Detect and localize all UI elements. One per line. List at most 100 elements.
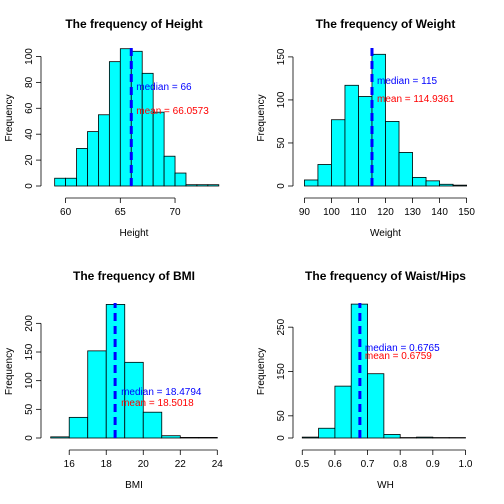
histogram-bar — [142, 411, 163, 439]
histogram-bar — [452, 184, 467, 187]
chart-panel-1: The frequency of Height 0 20 40 60 80 100 60 65 7… — [4, 17, 220, 239]
y-axis-label: Frequency — [256, 348, 267, 395]
histogram-bar — [331, 119, 346, 187]
histogram-bar — [174, 172, 187, 187]
histogram-bar — [108, 61, 121, 187]
y-tick-label: 50 — [276, 137, 287, 149]
y-tick-label: 150 — [24, 343, 35, 360]
histogram-bar — [317, 164, 332, 187]
histogram-bar — [412, 176, 427, 187]
y-tick-label: 60 — [24, 102, 35, 114]
mean-annotation: mean = 66.0573 — [136, 106, 209, 117]
x-tick-label: 140 — [431, 207, 448, 218]
x-tick-label: 150 — [458, 207, 475, 218]
x-tick-label: 110 — [350, 207, 366, 218]
chart-title: The frequency of BMI — [73, 269, 195, 283]
x-tick-label: 90 — [299, 207, 311, 218]
median-annotation: median = 18.4794 — [121, 387, 202, 398]
y-tick-label: 80 — [24, 76, 35, 88]
histogram-bar — [344, 84, 359, 187]
histogram-bar — [207, 184, 220, 187]
chart-title: The frequency of Weight — [316, 17, 456, 31]
x-tick-label: 120 — [377, 207, 394, 218]
x-axis-label: Height — [120, 228, 149, 239]
y-tick-label: 150 — [276, 48, 287, 65]
y-axis-label: Frequency — [256, 94, 267, 141]
histogram-bar — [334, 385, 352, 439]
x-tick-label: 0.8 — [393, 459, 407, 470]
y-tick-label: 250 — [276, 318, 287, 335]
x-tick-label: 130 — [404, 207, 421, 218]
chart-title: The frequency of Waist/Hips — [305, 269, 466, 283]
y-tick-label: 150 — [276, 363, 287, 380]
histogram-bar — [87, 131, 99, 187]
y-tick-label: 0 — [24, 183, 35, 189]
histogram-bar — [76, 148, 88, 187]
y-tick-label: 20 — [24, 154, 35, 166]
histogram-bar — [398, 152, 413, 187]
histogram-bar — [416, 436, 434, 439]
mean-annotation: mean = 114.9361 — [377, 94, 455, 105]
x-tick-label: 1.0 — [459, 459, 473, 470]
histogram-bar — [87, 350, 107, 439]
histogram-bar — [163, 155, 176, 187]
histogram-bar — [439, 183, 454, 187]
x-tick-label: 16 — [64, 459, 76, 470]
histogram-bar — [371, 53, 386, 187]
histogram-bar — [383, 434, 401, 439]
x-tick-label: 0.7 — [361, 459, 375, 470]
histogram-bar — [196, 184, 209, 187]
histogram-bar — [50, 436, 70, 439]
histogram-bar — [65, 177, 77, 187]
y-axis-label: Frequency — [4, 348, 15, 395]
histogram-bar — [152, 111, 165, 187]
histogram-bar — [179, 437, 200, 439]
histogram-bar — [54, 177, 67, 187]
y-tick-label: 40 — [24, 128, 35, 140]
x-tick-label: 0.9 — [426, 459, 440, 470]
y-tick-label: 100 — [276, 91, 287, 108]
y-tick-label: 50 — [24, 403, 35, 415]
y-tick-label: 100 — [24, 48, 35, 65]
median-annotation: median = 115 — [377, 76, 438, 87]
x-tick-label: 60 — [60, 207, 72, 218]
median-annotation: median = 0.6765 — [365, 343, 440, 354]
x-tick-label: 24 — [212, 459, 224, 470]
x-tick-label: 0.5 — [295, 459, 309, 470]
histogram-bar — [124, 361, 144, 439]
x-tick-label: 18 — [101, 459, 113, 470]
histogram-bar — [304, 179, 319, 187]
y-tick-label: 0 — [276, 435, 287, 441]
mean-annotation: mean = 0.6759 — [365, 351, 432, 362]
y-tick-label: 0 — [276, 183, 287, 189]
histogram-bar — [367, 373, 385, 439]
x-tick-label: 100 — [323, 207, 340, 218]
x-axis-label: BMI — [125, 480, 143, 491]
histogram-bar — [198, 437, 218, 439]
y-tick-label: 200 — [24, 315, 35, 332]
histogram-bar — [385, 121, 400, 187]
chart-panel-4: The frequency of Waist/Hips 0 50 150 250 0.5 0… — [256, 269, 473, 491]
chart-panel-3: The frequency of BMI 0 50 100 150 200 16 18 20 22… — [4, 269, 223, 491]
x-tick-label: 0.6 — [328, 459, 342, 470]
x-tick-label: 65 — [115, 207, 127, 218]
histogram-bar — [358, 96, 373, 187]
x-axis-label: WH — [377, 480, 394, 491]
y-tick-label: 100 — [24, 372, 35, 389]
histogram-bar — [98, 114, 110, 187]
chart-title: The frequency of Height — [65, 17, 202, 31]
y-tick-label: 0 — [24, 435, 35, 441]
x-tick-label: 22 — [175, 459, 187, 470]
mean-annotation: mean = 18.5018 — [121, 398, 194, 409]
histogram-bar — [68, 416, 89, 439]
chart-panel-2: The frequency of Weight 0 50 100 150 90 100 110… — [256, 17, 475, 239]
x-axis-label: Weight — [370, 228, 401, 239]
histogram-bar — [130, 50, 143, 187]
histogram-bar — [161, 435, 181, 439]
median-annotation: median = 66 — [136, 82, 192, 93]
x-tick-label: 20 — [138, 459, 150, 470]
histogram-bar — [425, 180, 440, 187]
histogram-bar — [185, 184, 198, 187]
